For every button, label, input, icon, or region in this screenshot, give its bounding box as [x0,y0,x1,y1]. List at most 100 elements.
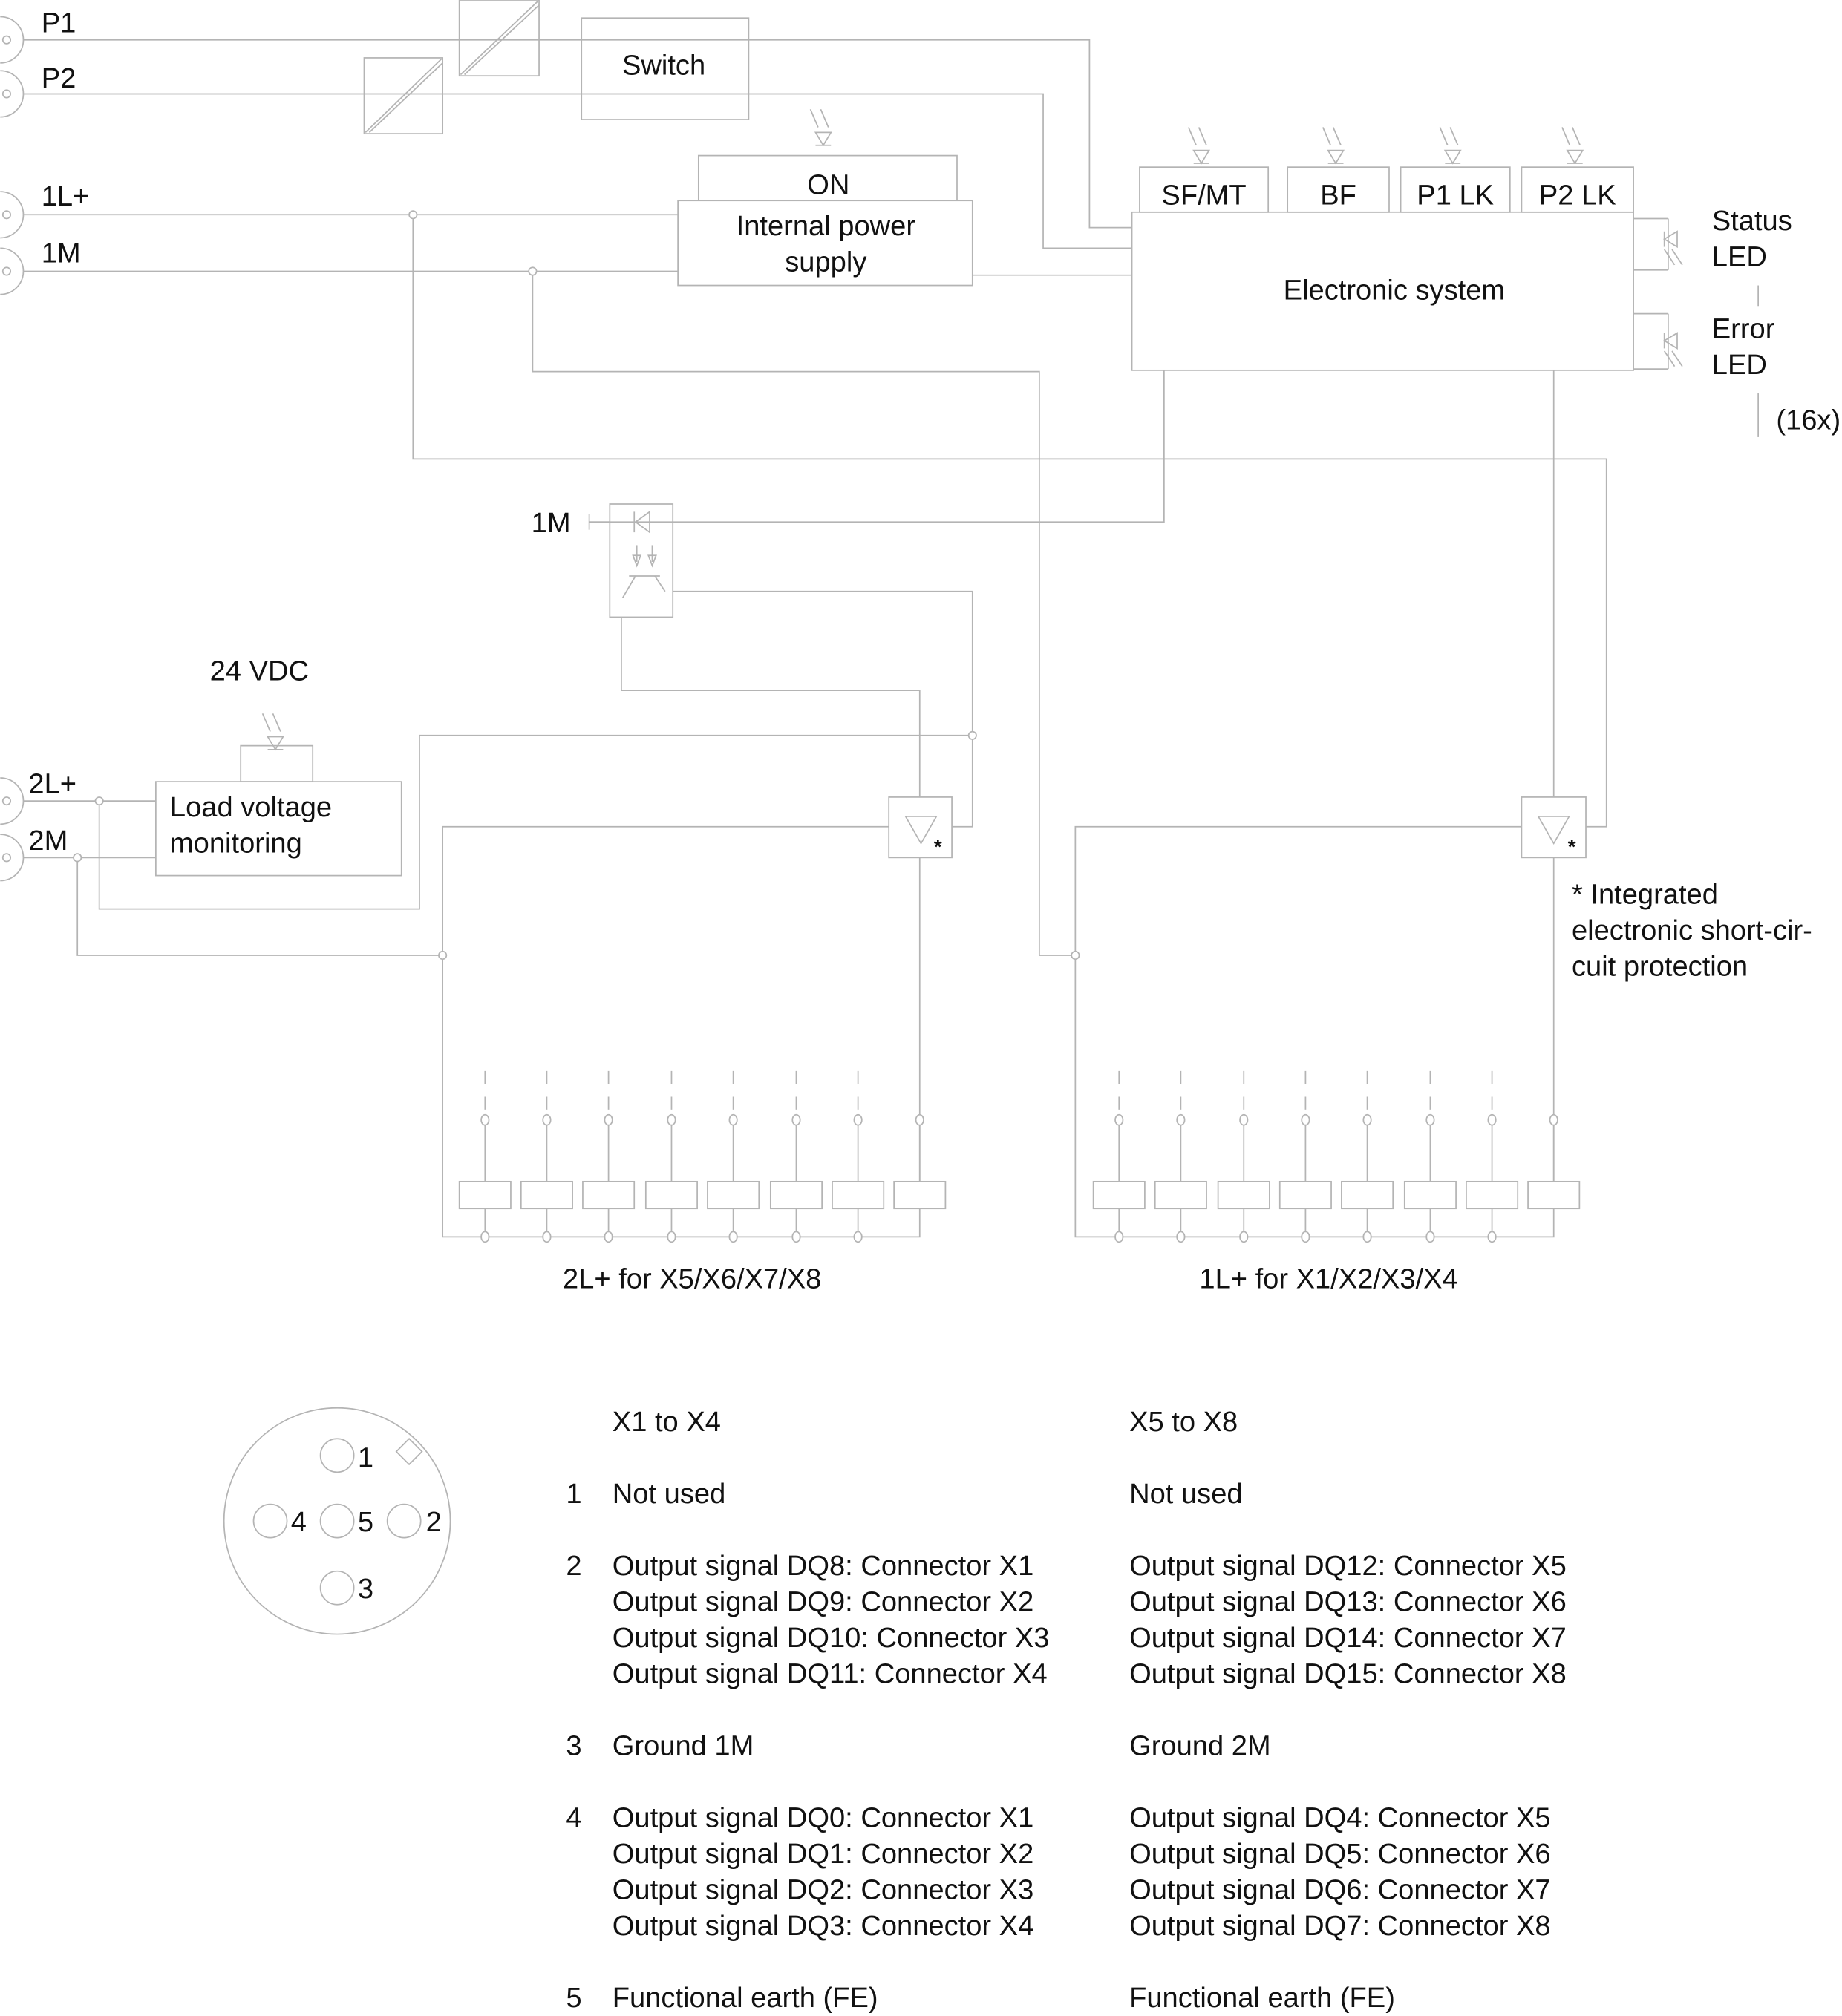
terminal [728,1231,738,1243]
terminal [1362,1231,1372,1243]
pin-1-label: 1 [358,1442,373,1473]
output-connector-box [832,1180,885,1210]
load-voltage-monitoring-block [155,781,402,877]
m12-connector-icon [223,1407,451,1635]
port-p2-label: P2 [42,63,76,94]
table-cell-x1-x4: Output signal DQ2: Connector X3 [613,1874,1033,1905]
output-channel [520,1070,573,1243]
output-connector-box [1092,1180,1146,1210]
load-monitor-label-1: Load voltage [170,792,332,823]
terminal [853,1113,863,1126]
terminal [667,1231,676,1243]
output-connector-box [644,1180,698,1210]
output-connector-box [1278,1180,1332,1210]
table-cell-x1-x4: Output signal DQ1: Connector X2 [613,1839,1033,1870]
output-channel [1527,1113,1581,1210]
output-channel [1278,1070,1332,1243]
output-channel [893,1113,947,1210]
table-cell-x5-x8: Ground 2M [1129,1730,1271,1761]
terminal [542,1231,552,1243]
output-channel [832,1070,885,1243]
pin-4-label: 4 [291,1507,307,1538]
led-ray [1663,350,1676,367]
led-triangle [1443,149,1462,165]
table-cell-x5-x8: Not used [1129,1479,1242,1510]
table-cell-x1-x4: Ground 1M [613,1730,754,1761]
led-ray [820,108,829,128]
led-triangle [1662,230,1678,249]
group-right-label: 1L+ for X1/X2/X3/X4 [1199,1264,1457,1295]
output-connector-box [1217,1180,1270,1210]
error-led-icon [1662,332,1683,367]
table-pin-number: 4 [566,1802,581,1833]
terminal [480,1231,490,1243]
table-cell-x5-x8: Output signal DQ12: Connector X5 [1129,1551,1567,1582]
output-connector-box [582,1180,636,1210]
led-ray [809,108,819,128]
terminal [542,1113,552,1126]
led-triangle [1327,149,1345,165]
wires [23,39,1759,1238]
power-supply-label-2: supply [785,246,866,278]
output-connector-box [1466,1180,1519,1210]
led-triangle [1192,149,1211,165]
led-count-label: (16x) [1776,405,1841,436]
terminal [1362,1113,1372,1126]
footnote-line-2: electronic short-cir- [1572,915,1812,946]
terminal [1239,1231,1249,1243]
output-connector-box [1341,1180,1394,1210]
led-triangle [1662,332,1678,350]
pin-2-label: 2 [426,1507,442,1538]
vdc-led-icon [261,713,284,751]
on-indicator-box [697,154,958,202]
output-connector-box [1527,1180,1581,1210]
terminal [1301,1231,1310,1243]
status-led-icon [1662,230,1683,266]
table-cell-x5-x8: Output signal DQ6: Connector X7 [1129,1874,1550,1905]
table-cell-x1-x4: Output signal DQ0: Connector X1 [613,1802,1033,1833]
table-cell-x1-x4: Output signal DQ11: Connector X4 [613,1658,1048,1689]
terminal [1176,1231,1186,1243]
error-led-label-1: Error [1712,314,1775,345]
terminal [915,1113,924,1126]
terminal [1425,1231,1435,1243]
port-2m-label: 2M [28,825,68,857]
table-pin-number: 1 [566,1479,581,1510]
on-label: ON [807,170,849,201]
status-led-label-1: Status [1712,206,1792,237]
opto-1m-label: 1M [532,508,571,539]
output-connector-box [893,1180,947,1210]
led-ray [1671,350,1683,367]
indicator-box [1521,166,1634,213]
terminal [667,1113,676,1126]
terminal [604,1113,613,1126]
led-ray [272,713,281,732]
port-1m-label: 1M [42,238,81,269]
vdc-label: 24 VDC [210,655,309,687]
terminal [1425,1113,1435,1126]
output-channel [582,1070,636,1243]
led-ray [1439,127,1449,146]
table-cell-x1-x4: Output signal DQ9: Connector X2 [613,1586,1033,1617]
port-2lplus-label: 2L+ [28,769,76,800]
terminal [1114,1231,1124,1243]
pin-5-label: 5 [358,1507,373,1538]
output-connector-box [707,1180,760,1210]
table-header-x1-x4: X1 to X4 [613,1407,721,1438]
output-channel [1092,1070,1146,1243]
table-cell-x5-x8: Output signal DQ15: Connector X8 [1129,1658,1567,1689]
terminal [1549,1113,1558,1126]
led-ray [261,713,271,732]
led-icon [1439,127,1462,165]
status-led-label-2: LED [1712,242,1767,273]
table-pin-number: 3 [566,1730,581,1761]
output-channel [1403,1070,1457,1243]
led-triangle [814,131,832,147]
led-ray [1322,127,1331,146]
indicator-label: BF [1320,180,1356,211]
load-monitor-label-2: monitoring [170,828,302,859]
table-header-x5-x8: X5 to X8 [1129,1407,1238,1438]
output-channel [707,1070,760,1243]
switch-label: Switch [622,50,705,81]
output-channel [1466,1070,1519,1243]
